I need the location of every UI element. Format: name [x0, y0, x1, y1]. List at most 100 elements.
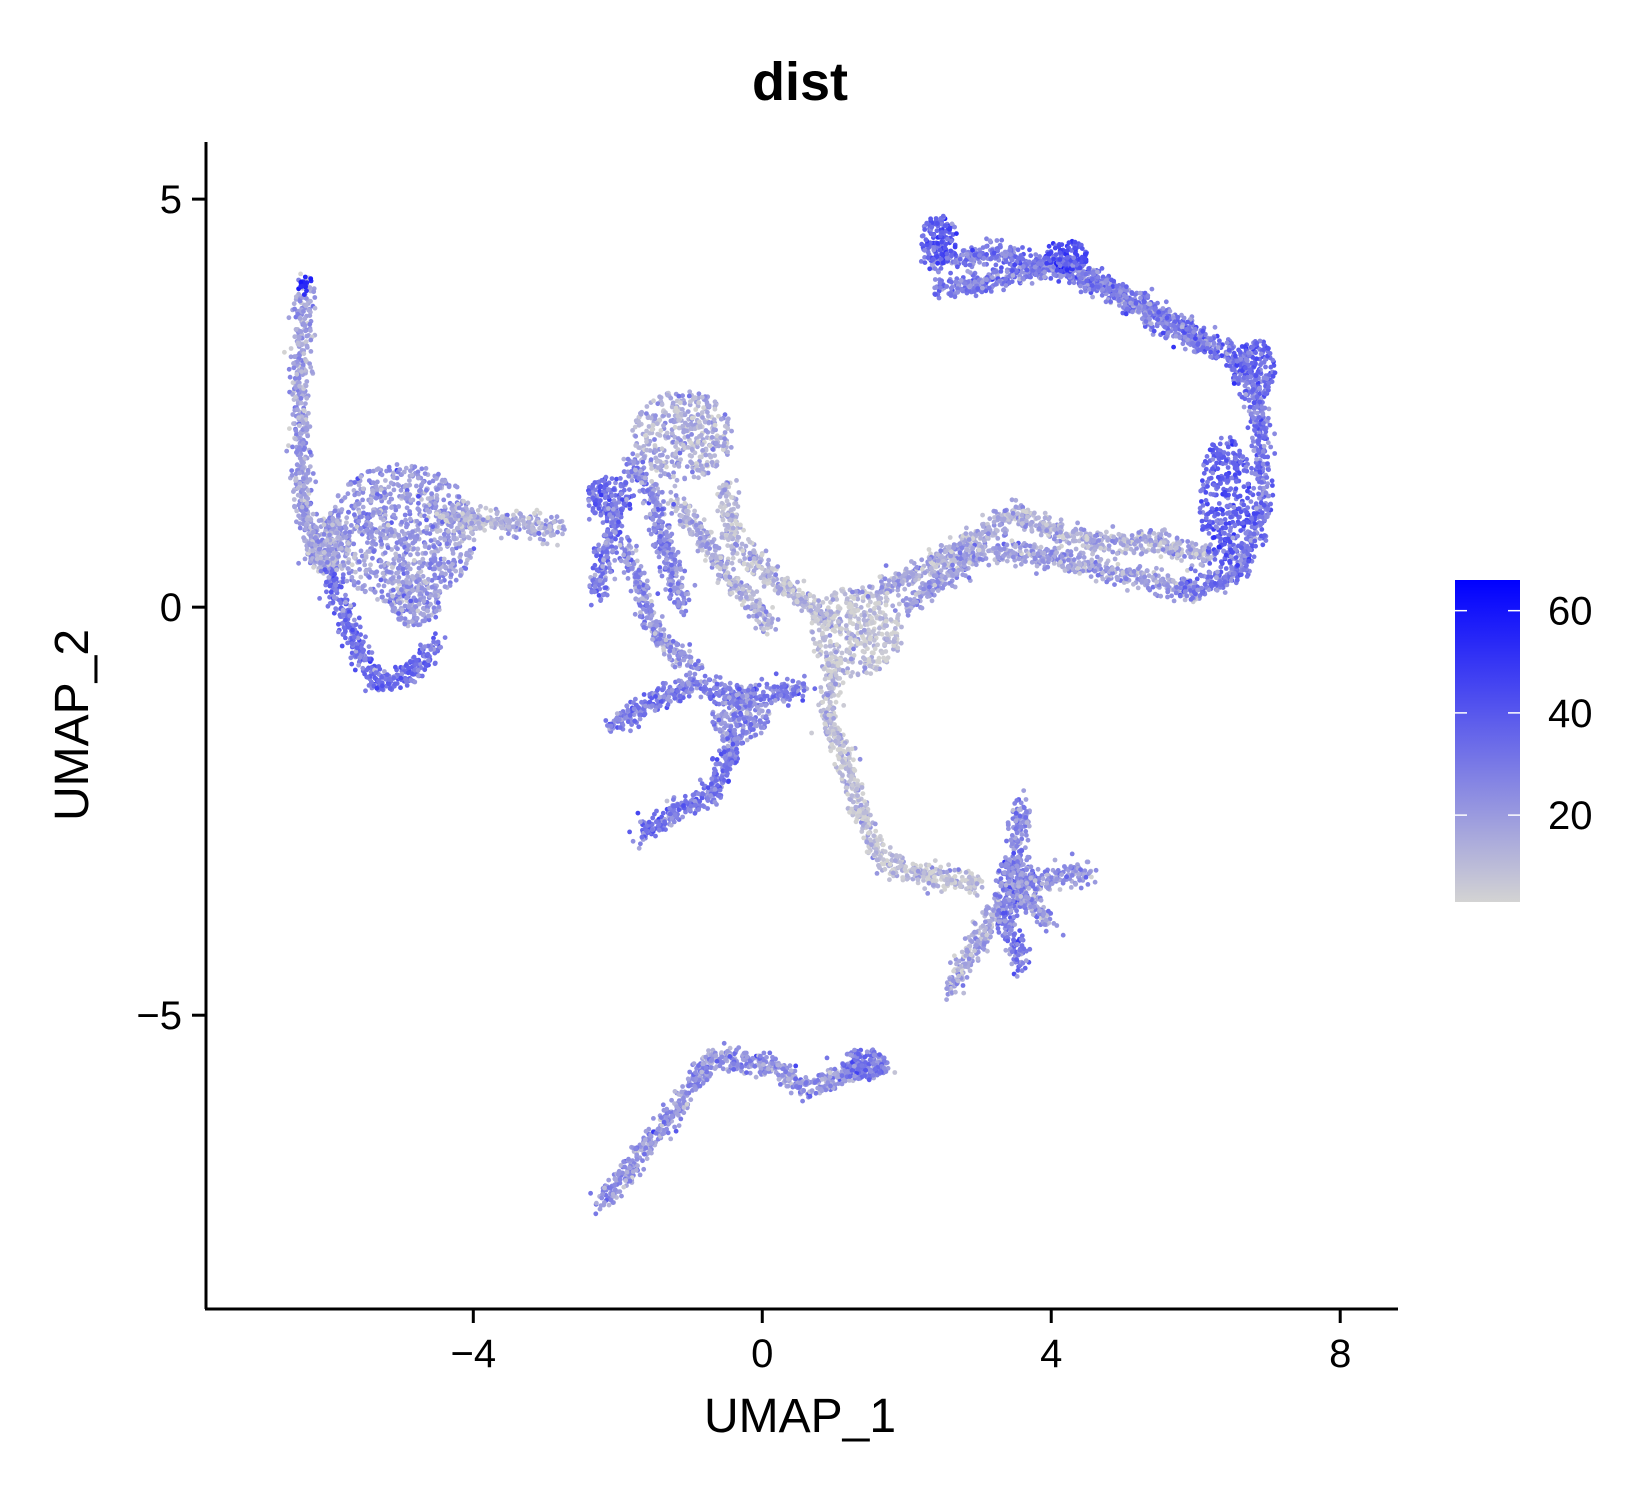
data-point: [701, 405, 706, 411]
data-point: [422, 644, 428, 649]
data-point: [312, 543, 318, 548]
data-point: [643, 433, 648, 438]
data-point: [688, 399, 693, 404]
data-point: [610, 548, 616, 553]
data-point: [436, 604, 442, 610]
data-point: [722, 487, 727, 493]
data-point: [458, 559, 463, 564]
data-point: [301, 321, 306, 326]
data-point: [426, 613, 431, 619]
data-point: [625, 456, 631, 462]
data-point: [286, 443, 291, 448]
data-point: [725, 512, 730, 518]
data-point: [435, 600, 441, 606]
data-point: [800, 590, 806, 596]
data-point: [609, 493, 615, 498]
data-point: [451, 509, 457, 515]
data-point: [301, 491, 307, 497]
data-point: [752, 603, 758, 609]
data-point: [469, 530, 474, 535]
data-point: [419, 466, 425, 472]
data-point: [389, 505, 394, 510]
data-point: [825, 626, 830, 632]
data-point: [403, 482, 409, 488]
data-point: [357, 655, 363, 661]
data-point: [679, 584, 685, 590]
data-point: [330, 515, 336, 521]
data-point: [324, 556, 330, 561]
data-point: [823, 650, 829, 656]
data-point: [320, 542, 326, 548]
data-point: [358, 574, 364, 580]
data-point: [826, 661, 831, 666]
data-point: [291, 301, 297, 307]
data-point: [298, 280, 304, 285]
data-point: [674, 440, 680, 445]
data-point: [592, 510, 598, 516]
data-point: [818, 643, 824, 649]
data-point: [713, 440, 719, 446]
data-point: [385, 522, 391, 528]
data-point: [431, 635, 436, 641]
data-point: [398, 487, 404, 493]
data-point: [305, 488, 311, 493]
data-point: [303, 328, 308, 334]
data-point: [649, 479, 655, 484]
data-point: [434, 496, 440, 502]
data-point: [349, 523, 354, 528]
data-point: [332, 508, 338, 514]
data-point: [400, 566, 406, 572]
data-point: [794, 598, 800, 604]
data-point: [349, 574, 355, 580]
data-point: [364, 527, 370, 533]
data-point: [661, 499, 666, 504]
data-point: [294, 371, 300, 377]
data-point: [346, 540, 351, 546]
data-point: [446, 534, 451, 540]
data-point: [745, 604, 751, 610]
data-point: [602, 495, 608, 501]
data-point: [356, 482, 362, 488]
data-point: [630, 428, 635, 433]
data-point: [369, 529, 375, 535]
data-point: [680, 423, 686, 429]
data-point: [724, 482, 729, 488]
data-point: [400, 579, 406, 585]
data-point: [289, 468, 295, 473]
data-point: [659, 446, 665, 452]
data-point: [404, 570, 410, 576]
data-point: [391, 561, 397, 566]
data-point: [317, 596, 322, 601]
data-point: [703, 558, 708, 563]
data-point: [404, 488, 410, 493]
data-point: [362, 589, 368, 595]
data-point: [407, 478, 412, 483]
data-point: [435, 639, 441, 645]
data-point: [864, 824, 870, 830]
data-point: [782, 591, 788, 597]
data-point: [849, 793, 855, 798]
data-point: [526, 520, 532, 525]
data-point: [796, 587, 802, 593]
data-point: [715, 580, 721, 586]
data-point: [313, 524, 318, 530]
data-point: [398, 675, 404, 681]
data-point: [469, 507, 475, 512]
data-point: [621, 456, 627, 462]
data-point: [374, 529, 379, 535]
data-point: [424, 487, 429, 493]
data-point: [669, 570, 675, 576]
data-point: [676, 461, 681, 467]
data-point: [860, 648, 866, 654]
data-point: [380, 594, 385, 600]
data-point: [287, 426, 292, 431]
data-point: [664, 557, 669, 562]
data-point: [717, 573, 723, 578]
data-point: [354, 524, 360, 530]
data-point: [311, 564, 316, 570]
data-point: [304, 517, 310, 522]
data-point: [372, 589, 378, 595]
data-point: [646, 527, 652, 533]
data-point: [604, 592, 610, 598]
data-point: [844, 596, 850, 602]
